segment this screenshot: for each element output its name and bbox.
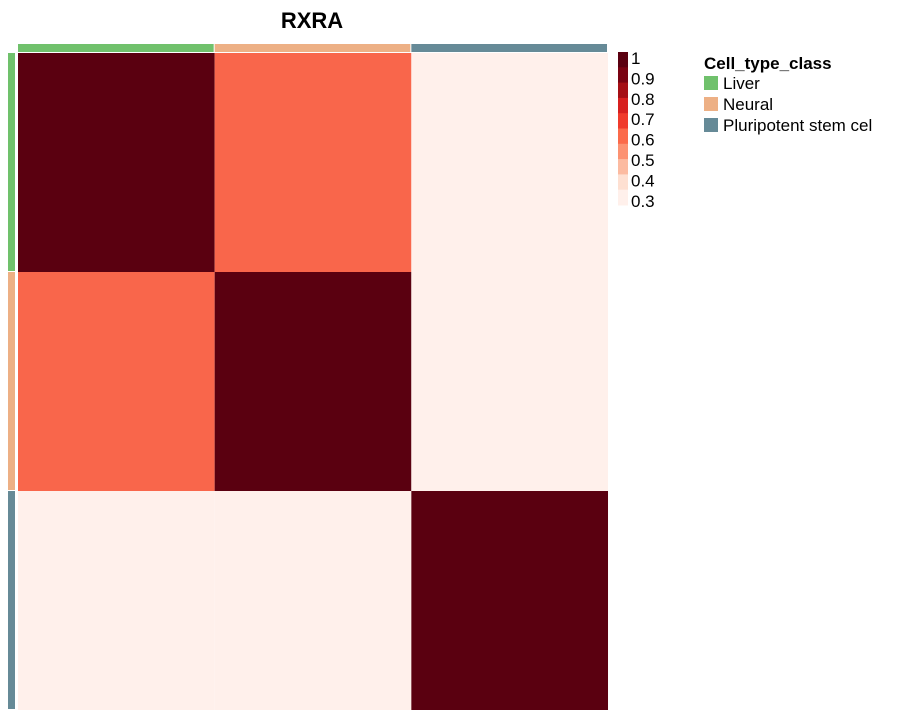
heatmap-cell-2-1 [214, 491, 412, 710]
row-annotation-2 [8, 491, 15, 709]
legend-swatch-2 [704, 118, 718, 132]
heatmap-cells [18, 53, 609, 710]
column-annotation-1 [214, 44, 411, 52]
color-scale-block-0 [618, 52, 628, 68]
color-scale-block-7 [618, 159, 628, 175]
heatmap-cell-0-1 [214, 53, 412, 272]
color-scale-tick-label: 1 [631, 49, 640, 68]
chart-title: RXRA [281, 8, 343, 33]
color-scale-legend: 10.9 0.80.7 0.60.50.4 0.3 [618, 49, 655, 211]
row-annotation-1 [8, 272, 15, 490]
color-scale-tick-label: 0.6 [631, 131, 655, 150]
column-annotation-2 [411, 44, 608, 52]
color-scale-block-5 [618, 128, 628, 145]
legend-label-0: Liver [723, 74, 760, 93]
color-scale-tick-label: 0.4 [631, 171, 655, 190]
legend-title: Cell_type_class [704, 54, 832, 73]
color-scale-block-6 [618, 143, 628, 160]
column-annotation-0 [18, 44, 214, 52]
heatmap-cell-0-2 [411, 53, 609, 272]
row-annotation-0 [8, 53, 15, 271]
legend-swatch-0 [704, 76, 718, 90]
color-scale-block-9 [618, 189, 628, 206]
legend-label-2: Pluripotent stem cel [723, 116, 872, 135]
color-scale-tick-label: 0.9 [631, 69, 655, 88]
color-scale-block-3 [618, 97, 628, 114]
color-scale-block-4 [618, 113, 628, 129]
row-annotation-bar [8, 53, 15, 709]
legend-label-1: Neural [723, 95, 773, 114]
color-scale-block-2 [618, 82, 628, 99]
heatmap-cell-1-2 [411, 272, 609, 491]
color-scale-block-8 [618, 174, 628, 191]
cell-type-legend: Cell_type_class Liver Neural Pluripotent s… [704, 54, 872, 135]
color-scale-block-1 [618, 67, 628, 84]
color-scale-tick-label: 0.8 [631, 90, 655, 109]
legend-swatch-1 [704, 97, 718, 111]
color-scale-tick-label: 0.7 [631, 110, 655, 129]
heatmap-cell-2-0 [18, 491, 215, 710]
heatmap-cell-0-0 [18, 53, 215, 272]
heatmap-cell-1-1 [214, 272, 412, 491]
heatmap-cell-1-0 [18, 272, 215, 491]
color-scale-tick-label: 0.3 [631, 192, 655, 211]
heatmap-cell-2-2 [411, 491, 609, 710]
color-scale-tick-label: 0.5 [631, 151, 655, 170]
column-annotation-bar [18, 44, 608, 52]
